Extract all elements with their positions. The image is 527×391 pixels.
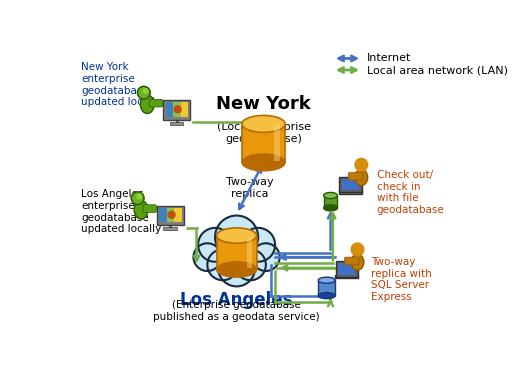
Text: Los Angeles: Los Angeles [180,291,293,309]
Circle shape [241,228,275,262]
Circle shape [351,243,364,256]
Circle shape [193,243,221,271]
Circle shape [137,194,142,199]
Text: New York
enterprise
geodatabase
updated locally: New York enterprise geodatabase updated … [81,62,161,107]
Polygon shape [318,280,335,296]
Circle shape [168,211,175,218]
FancyBboxPatch shape [335,275,358,278]
FancyBboxPatch shape [342,179,359,190]
Circle shape [355,158,368,171]
Circle shape [218,249,255,286]
FancyBboxPatch shape [163,228,177,230]
Circle shape [207,249,238,280]
Circle shape [235,249,266,280]
FancyBboxPatch shape [170,122,183,125]
Circle shape [174,106,181,113]
FancyBboxPatch shape [159,208,167,222]
Polygon shape [275,126,280,161]
Ellipse shape [140,95,154,113]
Polygon shape [217,235,257,269]
Ellipse shape [355,169,368,185]
Text: Local area network (LAN): Local area network (LAN) [367,65,508,75]
Ellipse shape [242,154,285,171]
Ellipse shape [217,262,257,277]
FancyBboxPatch shape [339,177,362,192]
Circle shape [131,192,144,204]
Ellipse shape [324,205,337,211]
FancyBboxPatch shape [165,102,173,117]
Ellipse shape [318,277,335,283]
FancyBboxPatch shape [165,102,188,117]
FancyBboxPatch shape [149,99,163,107]
Ellipse shape [324,192,337,199]
Text: Two-way
replica with
SQL Server
Express: Two-way replica with SQL Server Express [372,257,432,302]
Polygon shape [247,237,251,268]
FancyBboxPatch shape [173,102,181,117]
Text: Check out/
check in
with file
geodatabase: Check out/ check in with file geodatabas… [377,170,444,215]
Ellipse shape [134,201,148,219]
Ellipse shape [242,115,285,133]
Ellipse shape [351,254,364,270]
Text: Two-way
replica: Two-way replica [226,178,274,199]
FancyBboxPatch shape [348,172,363,180]
Text: (Local enterprise
geodatabase): (Local enterprise geodatabase) [217,122,310,144]
FancyBboxPatch shape [181,102,188,117]
Circle shape [138,86,150,99]
Text: (Enterprise geodatabase
published as a geodata service): (Enterprise geodatabase published as a g… [153,300,320,322]
Circle shape [198,228,232,262]
FancyBboxPatch shape [338,263,355,275]
Text: Los Angeles
enterprise
geodatabase
updated locally: Los Angeles enterprise geodatabase updat… [81,189,161,234]
FancyBboxPatch shape [339,190,362,194]
FancyBboxPatch shape [157,206,184,225]
Circle shape [143,89,148,93]
Text: Internet: Internet [367,54,411,63]
Circle shape [215,215,258,259]
Polygon shape [242,124,285,162]
FancyBboxPatch shape [143,205,157,212]
FancyBboxPatch shape [159,208,181,222]
FancyBboxPatch shape [174,208,182,222]
Circle shape [252,243,280,271]
FancyBboxPatch shape [167,208,174,222]
FancyBboxPatch shape [163,100,190,120]
Text: New York: New York [216,95,311,113]
Ellipse shape [318,292,335,299]
FancyBboxPatch shape [344,257,359,265]
Ellipse shape [217,228,257,243]
Polygon shape [324,196,337,208]
FancyBboxPatch shape [336,261,358,277]
